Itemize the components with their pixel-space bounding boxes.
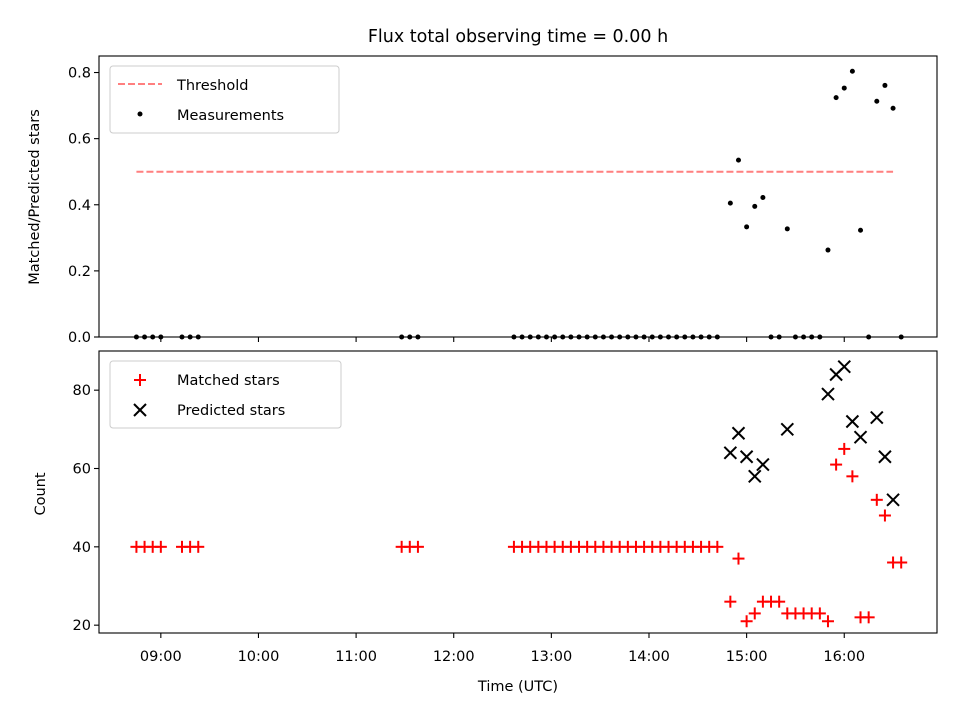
- bottom-plot-area: [130, 359, 908, 628]
- matched-stars-point: [846, 470, 859, 483]
- top-legend-box: [109, 65, 340, 134]
- measurements-point: [760, 194, 766, 200]
- x-tick-label: 16:00: [823, 649, 865, 665]
- x-tick-label: 13:00: [530, 649, 572, 665]
- measurements-point: [841, 85, 847, 91]
- top-panel: Flux total observing time = 0.00 h Match…: [27, 27, 938, 346]
- x-tick-label: 15:00: [726, 649, 768, 665]
- measurements-point: [825, 247, 831, 253]
- measurements-point: [833, 95, 839, 101]
- predicted-stars-point: [723, 446, 738, 460]
- top-axes-frame: [98, 55, 938, 338]
- top-y-ticks: 0.0 0.2 0.4 0.6 0.8: [68, 66, 99, 346]
- bottom-legend: Matched stars Predicted stars: [109, 360, 342, 429]
- matched-stars-point: [724, 595, 737, 608]
- measurements-point: [874, 98, 880, 104]
- x-tick-label: 10:00: [238, 649, 280, 665]
- measurements-point: [849, 68, 855, 74]
- measurements-point: [890, 105, 896, 111]
- matched-stars-point: [813, 607, 826, 620]
- bottom-xlabel: Time (UTC): [477, 679, 558, 695]
- measurements-legend-swatch: [137, 111, 143, 117]
- predicted-stars-point: [886, 493, 900, 507]
- y-tick-label: 0.6: [68, 132, 91, 148]
- matched-stars-point: [862, 611, 875, 624]
- bottom-panel: Count 20 40 60 80 09:00 10:00 11:00 12:00 13:00…: [33, 350, 938, 695]
- measurements-point: [752, 203, 758, 209]
- predicted-stars-point: [748, 469, 762, 484]
- top-ylabel: Matched/Predicted stars: [27, 109, 43, 285]
- matched-stars-point: [748, 607, 761, 620]
- x-tick-label: 09:00: [140, 649, 182, 665]
- y-tick-label: 0.4: [68, 198, 91, 214]
- predicted-stars-point: [756, 457, 770, 472]
- matched-stars-point: [740, 615, 753, 628]
- y-tick-label: 0.0: [68, 330, 91, 346]
- matched-stars-point: [838, 442, 851, 455]
- matched-stars-point: [821, 615, 834, 628]
- predicted-stars-point: [780, 422, 795, 437]
- x-tick-label: 12:00: [433, 649, 475, 665]
- x-tick-label: 11:00: [335, 649, 377, 665]
- predicted-stars-point: [853, 430, 868, 444]
- measurements-point: [735, 157, 741, 163]
- matched-stars-point: [411, 540, 424, 553]
- matched-stars-point: [895, 556, 908, 569]
- predicted-stars-point: [845, 414, 860, 429]
- matched-stars-point: [773, 595, 786, 608]
- bottom-ylabel: Count: [33, 472, 49, 515]
- top-legend: Threshold Measurements: [109, 65, 340, 134]
- top-title: Flux total observing time = 0.00 h: [368, 27, 668, 47]
- measurements-point: [727, 200, 733, 206]
- top-x-ticks: [160, 337, 845, 342]
- matched-stars-point: [732, 552, 745, 565]
- measurements-point: [784, 226, 790, 232]
- predicted-stars-point: [731, 426, 746, 440]
- bottom-y-ticks: 20 40 60 80: [73, 383, 99, 634]
- threshold-legend-label: Threshold: [176, 78, 248, 94]
- bottom-legend-box: [109, 360, 342, 429]
- predicted-stars-point: [870, 410, 884, 425]
- matched-stars-point: [711, 540, 724, 553]
- matched-stars-point: [830, 458, 843, 471]
- matched-stars-point: [154, 540, 167, 553]
- predicted-stars-point: [837, 359, 851, 374]
- matched-stars-point: [878, 509, 891, 522]
- predicted-legend-swatch: [133, 403, 147, 417]
- measurements-point: [882, 82, 888, 88]
- y-tick-label: 40: [73, 540, 91, 556]
- bottom-axes-frame: [98, 350, 938, 634]
- predicted-stars-point: [878, 450, 892, 464]
- matched-legend-swatch: [134, 374, 146, 386]
- y-tick-label: 60: [73, 462, 91, 478]
- y-tick-label: 0.8: [68, 66, 91, 82]
- measurements-point: [858, 227, 864, 233]
- matched-legend-label: Matched stars: [177, 373, 280, 389]
- y-tick-label: 0.2: [68, 264, 91, 280]
- y-tick-label: 80: [73, 383, 91, 399]
- bottom-x-ticks: 09:00 10:00 11:00 12:00 13:00 14:00 15:00 16:00: [140, 633, 865, 665]
- predicted-stars-point: [821, 387, 835, 401]
- measurements-point: [744, 224, 750, 230]
- matched-stars-point: [192, 540, 205, 553]
- measurements-legend-label: Measurements: [177, 108, 284, 124]
- matched-stars-point: [870, 493, 883, 506]
- predicted-legend-label: Predicted stars: [177, 403, 285, 419]
- x-tick-label: 14:00: [628, 649, 670, 665]
- y-tick-label: 20: [73, 618, 91, 634]
- predicted-stars-point: [739, 450, 754, 464]
